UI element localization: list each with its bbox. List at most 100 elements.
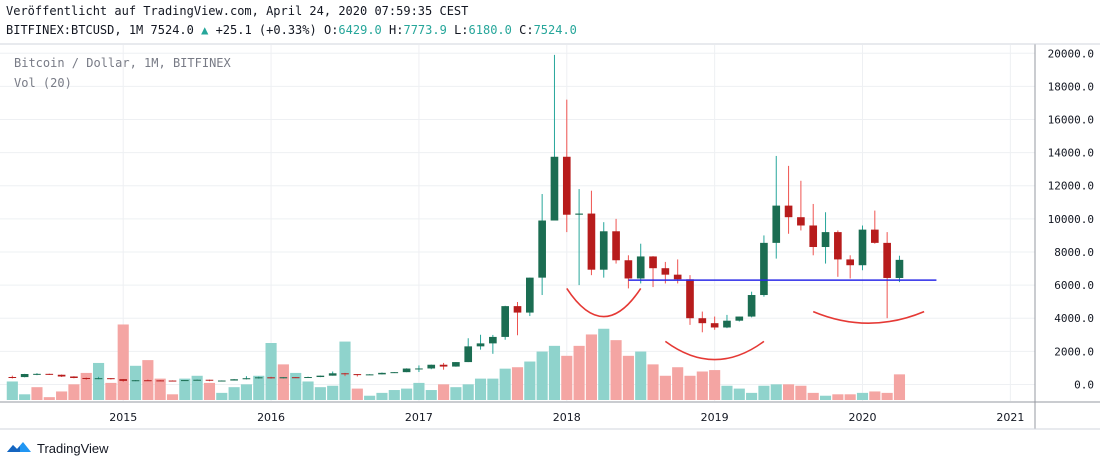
candle-body bbox=[772, 205, 781, 243]
volume-bar bbox=[474, 378, 487, 400]
volume-bar bbox=[881, 392, 893, 400]
candle-body bbox=[365, 374, 374, 376]
candle-body bbox=[710, 323, 719, 328]
candle-body bbox=[686, 279, 694, 319]
volume-bar bbox=[893, 374, 906, 400]
volume-bar bbox=[364, 395, 376, 400]
x-tick-label: 2019 bbox=[701, 411, 729, 424]
candle-body bbox=[168, 380, 177, 382]
volume-bar bbox=[573, 345, 585, 400]
published-line: Veröffentlicht auf TradingView.com, Apri… bbox=[6, 4, 469, 18]
candle-body bbox=[291, 377, 300, 379]
candle-body bbox=[181, 380, 189, 382]
y-tick-label: 0.0 bbox=[1074, 378, 1094, 391]
candle-body bbox=[415, 368, 423, 370]
candle-body bbox=[452, 362, 460, 367]
y-tick-label: 4000.0 bbox=[1054, 312, 1094, 325]
candle-body bbox=[279, 377, 288, 379]
volume-bar bbox=[536, 351, 548, 400]
volume-bar bbox=[425, 390, 437, 400]
volume-bar bbox=[622, 355, 634, 400]
grid bbox=[0, 45, 1035, 401]
high-label: H: bbox=[389, 23, 404, 37]
volume-bar bbox=[191, 375, 203, 400]
volume-bar bbox=[154, 378, 166, 400]
volume-bar bbox=[117, 324, 129, 400]
candle-body bbox=[562, 156, 571, 215]
x-tick-label: 2018 bbox=[553, 411, 581, 424]
volume-label: Vol (20) bbox=[14, 76, 72, 90]
volume-bar bbox=[450, 387, 462, 400]
candle-body bbox=[760, 242, 768, 296]
y-tick-label: 8000.0 bbox=[1054, 246, 1094, 259]
candle-body bbox=[439, 364, 448, 367]
footer-brand-label: TradingView bbox=[37, 440, 109, 456]
candle-body bbox=[489, 336, 497, 344]
candle-body bbox=[797, 217, 805, 226]
volume-bar bbox=[413, 382, 425, 400]
price-axis[interactable]: 20000.0 18000.0 16000.0 14000.0 12000.0 10000… bbox=[1048, 47, 1094, 391]
volume-bar bbox=[265, 343, 277, 400]
volume-bar bbox=[672, 367, 684, 400]
candle-body bbox=[353, 374, 362, 376]
candle-body bbox=[378, 372, 386, 375]
candle-body bbox=[661, 268, 670, 275]
volume-bar bbox=[746, 392, 758, 400]
y-tick-label: 2000.0 bbox=[1054, 345, 1094, 358]
volume-bar bbox=[216, 392, 228, 400]
volume-bar bbox=[758, 385, 770, 400]
y-tick-label: 14000.0 bbox=[1048, 147, 1094, 160]
footer-brand[interactable]: TradingView bbox=[6, 437, 109, 459]
candle-body bbox=[526, 277, 534, 313]
volume-bar bbox=[807, 392, 819, 400]
volume-bar bbox=[733, 388, 745, 400]
y-tick-label: 20000.0 bbox=[1048, 47, 1094, 60]
price-change: +25.1 (+0.33%) bbox=[215, 23, 317, 37]
volume-bar bbox=[376, 392, 388, 400]
volume-bar bbox=[240, 384, 252, 400]
volume-bar bbox=[388, 390, 400, 400]
volume-bar bbox=[548, 345, 561, 400]
volume-bar bbox=[635, 351, 647, 400]
candle-body bbox=[895, 259, 904, 278]
candle-body bbox=[82, 377, 91, 379]
candle-body bbox=[217, 380, 226, 382]
tradingview-logo-icon bbox=[7, 442, 31, 452]
rounded-bottom-arc bbox=[812, 310, 925, 324]
x-tick-label: 2021 bbox=[996, 411, 1024, 424]
ohlc-legend: BITFINEX:BTCUSD, 1M 7524.0 ▲ +25.1 (+0.3… bbox=[6, 23, 577, 37]
x-tick-label: 2020 bbox=[849, 411, 877, 424]
y-tick-label: 10000.0 bbox=[1048, 213, 1094, 226]
candle-body bbox=[156, 380, 164, 382]
candle-body bbox=[624, 260, 633, 279]
volume-bar bbox=[819, 395, 832, 400]
volume-layer bbox=[6, 324, 906, 400]
volume-bar bbox=[93, 362, 105, 400]
annotation-layer bbox=[566, 279, 937, 361]
volume-bar bbox=[783, 384, 795, 400]
candle-body bbox=[501, 306, 509, 337]
candle-body bbox=[33, 373, 41, 375]
volume-bar bbox=[302, 381, 314, 400]
volume-bar bbox=[31, 387, 43, 400]
y-tick-label: 18000.0 bbox=[1048, 80, 1094, 93]
volume-bar bbox=[253, 375, 265, 400]
volume-bar bbox=[647, 364, 659, 400]
candle-body bbox=[538, 220, 546, 278]
volume-bar bbox=[709, 370, 721, 400]
open-label: O: bbox=[323, 23, 339, 37]
last-price: 7524.0 bbox=[150, 23, 194, 37]
candle-body bbox=[599, 231, 608, 270]
candle-body bbox=[119, 379, 128, 381]
candle-body bbox=[427, 364, 436, 369]
volume-bar bbox=[721, 385, 733, 400]
candle-body bbox=[513, 306, 522, 313]
low-value: 6180.0 bbox=[468, 23, 512, 37]
candle-body bbox=[45, 373, 54, 375]
x-tick-label: 2015 bbox=[109, 411, 137, 424]
volume-bar bbox=[129, 365, 142, 400]
candle-body bbox=[575, 213, 583, 215]
candle-body bbox=[476, 343, 485, 347]
time-axis[interactable]: 2015 2016 2017 2018 2019 2020 2021 bbox=[109, 411, 1024, 424]
